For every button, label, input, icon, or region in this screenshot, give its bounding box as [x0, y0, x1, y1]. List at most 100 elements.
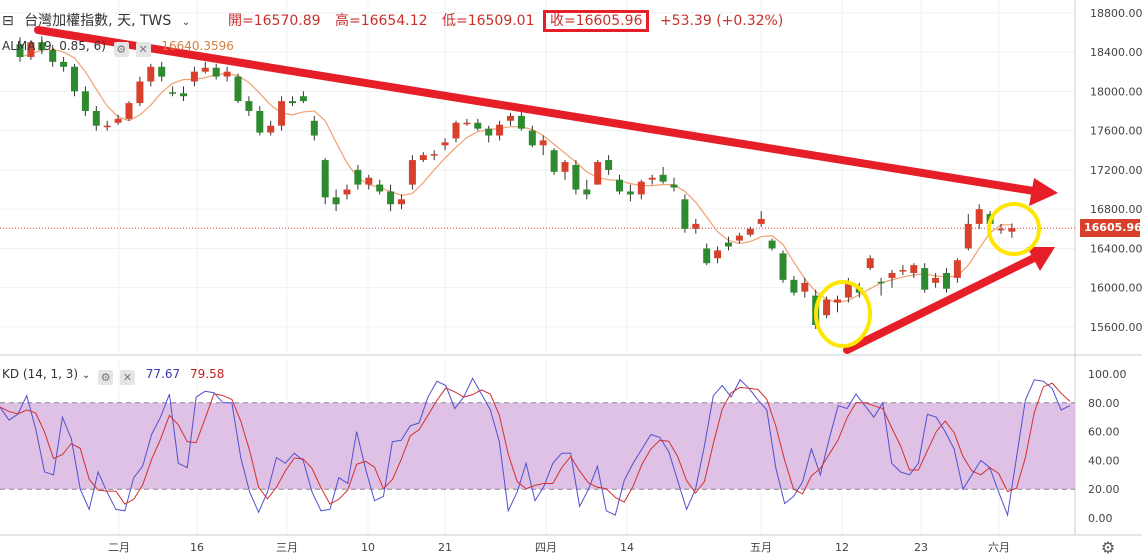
x-tick-label: 二月	[108, 541, 130, 554]
candle	[517, 110, 525, 131]
current-price-badge: 16605.96	[1080, 219, 1142, 237]
candle	[190, 66, 198, 87]
candle-body	[38, 42, 46, 51]
kd-d-line	[0, 382, 1071, 505]
candle	[278, 96, 286, 131]
x-tick-label: 16	[190, 541, 204, 554]
candle	[92, 106, 100, 131]
candle-body	[975, 209, 983, 224]
alma-line	[19, 48, 1012, 304]
symbol-title[interactable]: 台灣加權指數, 天, TWS	[24, 13, 172, 29]
kd-label[interactable]: KD (14, 1, 3)	[2, 367, 79, 381]
candle-body	[278, 101, 286, 126]
candle	[703, 243, 711, 266]
chevron-down-icon[interactable]: ⌄	[181, 17, 191, 28]
candle	[419, 152, 427, 163]
low-value: 低=16509.01	[441, 13, 535, 29]
candle-body	[463, 122, 471, 125]
candle	[60, 56, 68, 72]
x-tick-label: 12	[835, 541, 849, 554]
candle	[27, 40, 35, 60]
candle	[441, 138, 449, 151]
candle	[932, 272, 940, 288]
candle	[289, 96, 296, 107]
x-tick-label: 六月	[988, 541, 1010, 554]
candle	[899, 265, 907, 275]
gear-icon[interactable]: ⚙	[113, 42, 129, 57]
candle-body	[27, 42, 35, 57]
candle	[223, 66, 231, 82]
candle	[310, 115, 318, 141]
candle	[866, 255, 874, 271]
candle	[528, 125, 536, 148]
candle-body	[474, 122, 482, 129]
settings-gear-icon[interactable]: ⚙	[1101, 538, 1115, 557]
alma-label[interactable]: ALMA (9, 0.85, 6)	[2, 39, 106, 53]
candle-body	[223, 71, 231, 77]
candle	[779, 250, 787, 283]
arrowhead-upper	[1029, 178, 1058, 206]
candle-body	[517, 115, 525, 129]
candle	[1008, 223, 1016, 238]
change-value: +53.39 (+0.32%)	[659, 13, 784, 29]
candle	[583, 179, 591, 200]
candle	[975, 204, 983, 229]
candle-body	[735, 235, 743, 241]
kd-tick-label: 60.00	[1088, 426, 1120, 439]
candle	[430, 150, 438, 161]
candle	[332, 189, 340, 212]
candle-body	[550, 150, 558, 172]
y-tick-label: 18000.00	[1090, 85, 1142, 98]
kd-tick-label: 20.00	[1088, 483, 1120, 496]
candle	[539, 135, 547, 156]
candle-body	[289, 101, 296, 104]
candle-body	[49, 50, 57, 62]
candle	[103, 120, 111, 131]
candle	[365, 174, 373, 190]
candle-body	[343, 189, 351, 195]
candle-body	[572, 164, 580, 190]
candle-body	[234, 76, 242, 102]
candle	[38, 36, 46, 55]
candle-body	[648, 177, 656, 180]
highlight-circle-recent	[987, 202, 1041, 256]
candle	[169, 86, 177, 97]
candle-body	[681, 199, 689, 229]
candle-body	[605, 160, 613, 170]
candle-body	[1008, 228, 1016, 232]
candle-body	[169, 92, 177, 94]
candle	[714, 246, 722, 264]
chevron-down-icon[interactable]: ⌄	[81, 370, 91, 381]
candle	[997, 223, 1005, 234]
ohlc-readout: 開=16570.89 高=16654.12 低=16509.01 收=16605…	[228, 10, 784, 32]
candle	[16, 37, 24, 62]
close-icon[interactable]: ✕	[119, 370, 135, 385]
x-tick-label: 四月	[535, 541, 557, 554]
x-tick-label: 10	[361, 541, 375, 554]
candle-body	[408, 160, 416, 185]
candle-body	[670, 184, 678, 188]
y-tick-label: 16400.00	[1090, 242, 1142, 255]
candle-body	[964, 223, 972, 249]
candle	[659, 166, 667, 184]
close-icon[interactable]: ✕	[135, 42, 151, 57]
candle-body	[485, 128, 493, 136]
candle	[408, 155, 416, 190]
candle-body	[997, 228, 1005, 231]
candle	[354, 164, 362, 190]
candle	[681, 194, 689, 233]
candle-body	[398, 199, 405, 205]
candle-body	[790, 279, 798, 293]
kd-d-value: 79.58	[189, 367, 225, 381]
candle-body	[60, 61, 68, 67]
candle	[71, 63, 78, 97]
gear-icon[interactable]: ⚙	[98, 370, 114, 385]
window-icon[interactable]: ⊟	[2, 13, 14, 29]
candle-body	[823, 299, 831, 316]
candle-body	[594, 162, 602, 185]
x-tick-label: 21	[438, 541, 452, 554]
candle-body	[190, 71, 198, 82]
candle-body	[910, 265, 918, 273]
candle	[561, 160, 569, 180]
